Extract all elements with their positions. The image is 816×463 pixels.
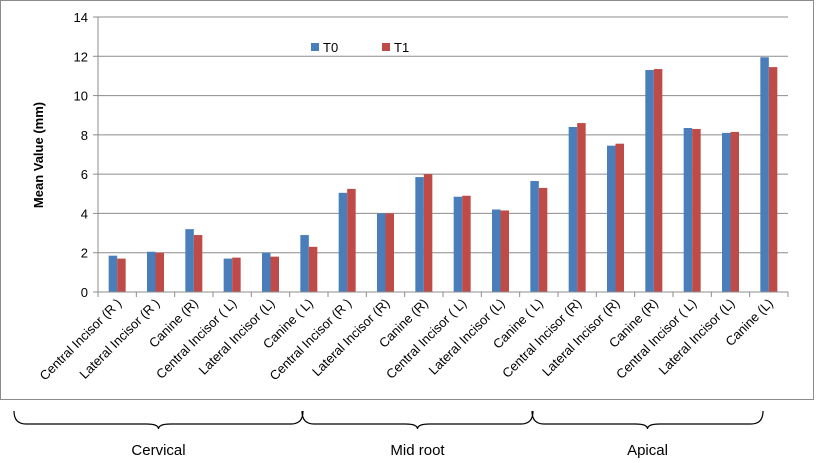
group-label: Apical: [627, 442, 668, 459]
bar-t0: [760, 57, 769, 293]
legend: T0 T1: [311, 40, 409, 55]
bar-t0: [530, 181, 539, 292]
y-tick-label: 10: [74, 89, 88, 104]
bar-t1: [193, 235, 203, 292]
y-axis-label: Mean Value (mm): [31, 102, 46, 208]
bar-t0: [262, 252, 271, 292]
bar-t0: [338, 192, 348, 292]
y-tick-label: 8: [81, 128, 88, 143]
group-brace: [301, 410, 534, 430]
bar-t1: [730, 131, 739, 292]
y-tick-label: 12: [74, 49, 88, 64]
bar-t1: [462, 195, 471, 292]
bar-t1: [270, 256, 279, 292]
legend-swatch-t1: [382, 43, 390, 51]
y-tick-label: 6: [81, 167, 88, 182]
y-tick-label: 0: [81, 285, 88, 300]
y-tick-label: 4: [81, 206, 88, 221]
bar-t0: [453, 196, 463, 292]
bar-t0: [645, 70, 654, 293]
bar-t1: [347, 188, 356, 292]
bar-t0: [415, 177, 424, 292]
bar-t1: [692, 128, 701, 292]
legend-label-t1: T1: [394, 40, 409, 55]
legend-label-t0: T0: [323, 40, 338, 55]
bar-t0: [377, 213, 386, 292]
bar-t0: [492, 209, 501, 292]
group-brace: [13, 410, 304, 430]
bar-t1: [232, 257, 241, 292]
bar-t0: [185, 229, 194, 292]
group-label: Cervical: [131, 442, 185, 459]
chart-area: [0, 0, 814, 400]
legend-swatch-t0: [311, 43, 319, 51]
bar-t0: [108, 255, 118, 292]
bar-t1: [577, 123, 586, 292]
bar-t1: [615, 143, 624, 292]
bar-t1: [768, 67, 778, 292]
group-brace: [531, 410, 764, 430]
bar-t1: [500, 210, 509, 292]
y-tick-label: 2: [81, 246, 88, 261]
bar-t0: [568, 127, 578, 292]
bar-t0: [300, 235, 309, 292]
bar-t1: [117, 258, 126, 292]
y-tick-label: 14: [74, 10, 88, 25]
bar-t0: [223, 258, 233, 292]
bar-t0: [147, 251, 156, 292]
bar-t1: [308, 246, 318, 292]
bar-t1: [538, 187, 548, 292]
bar-t0: [683, 127, 693, 292]
bar-t1: [155, 252, 164, 292]
bar-t1: [423, 174, 433, 292]
bar-t0: [722, 132, 731, 292]
group-label: Mid root: [390, 442, 445, 459]
bar-t0: [607, 145, 616, 292]
bar-t1: [653, 69, 663, 292]
bar-t1: [385, 213, 394, 292]
